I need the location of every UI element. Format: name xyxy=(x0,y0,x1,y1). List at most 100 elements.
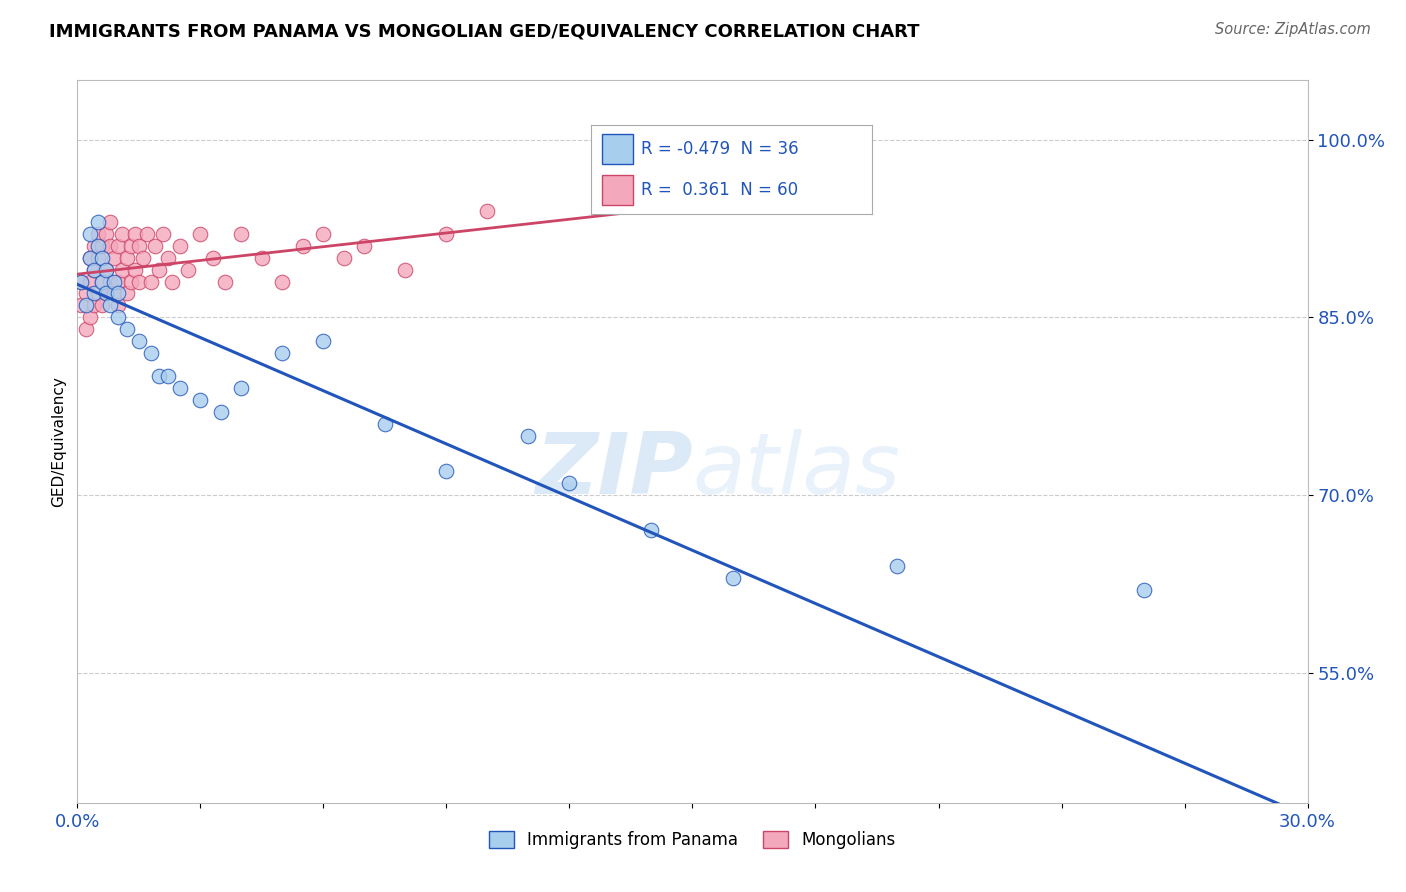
Point xyxy=(136,227,159,242)
Point xyxy=(79,251,101,265)
Point xyxy=(103,286,125,301)
Point xyxy=(120,275,142,289)
Point xyxy=(156,251,179,265)
Point xyxy=(188,227,212,242)
Point xyxy=(94,286,117,301)
Point xyxy=(83,286,105,301)
Point xyxy=(517,428,540,442)
Point xyxy=(160,275,183,289)
Point xyxy=(148,369,170,384)
Point xyxy=(353,239,375,253)
Point xyxy=(1132,582,1154,597)
Point xyxy=(75,286,97,301)
Point xyxy=(231,227,253,242)
Point xyxy=(177,262,200,277)
Point xyxy=(231,381,253,395)
Point xyxy=(94,262,117,277)
Point xyxy=(169,239,191,253)
Point xyxy=(120,239,142,253)
Point xyxy=(201,251,224,265)
Point xyxy=(98,215,121,229)
Point xyxy=(214,275,236,289)
Point xyxy=(333,251,356,265)
Point xyxy=(436,227,458,242)
Text: Source: ZipAtlas.com: Source: ZipAtlas.com xyxy=(1215,22,1371,37)
Point xyxy=(141,275,163,289)
Point xyxy=(83,239,105,253)
Point xyxy=(374,417,396,431)
Point xyxy=(94,262,117,277)
Point xyxy=(128,239,150,253)
Text: atlas: atlas xyxy=(693,429,900,512)
Y-axis label: GED/Equivalency: GED/Equivalency xyxy=(51,376,66,507)
Text: IMMIGRANTS FROM PANAMA VS MONGOLIAN GED/EQUIVALENCY CORRELATION CHART: IMMIGRANTS FROM PANAMA VS MONGOLIAN GED/… xyxy=(49,22,920,40)
Point xyxy=(107,310,129,325)
Point xyxy=(132,251,155,265)
Point xyxy=(115,322,138,336)
Point xyxy=(886,558,908,573)
Point xyxy=(148,262,170,277)
FancyBboxPatch shape xyxy=(602,175,633,205)
Point xyxy=(250,251,273,265)
Point xyxy=(558,475,581,490)
Point xyxy=(209,405,232,419)
Point xyxy=(271,345,294,359)
Point xyxy=(70,275,93,289)
Point xyxy=(70,298,93,312)
Point xyxy=(79,275,101,289)
Point xyxy=(87,251,110,265)
Point xyxy=(90,251,114,265)
Point xyxy=(107,298,129,312)
Point xyxy=(188,393,212,408)
Point xyxy=(90,298,114,312)
Point xyxy=(83,298,105,312)
Text: ZIP: ZIP xyxy=(534,429,693,512)
Point xyxy=(477,203,499,218)
Point xyxy=(103,275,125,289)
FancyBboxPatch shape xyxy=(602,134,633,164)
Text: R = -0.479  N = 36: R = -0.479 N = 36 xyxy=(641,140,799,158)
Point xyxy=(107,286,129,301)
Point xyxy=(87,239,110,253)
Point xyxy=(128,334,150,348)
Point xyxy=(436,464,458,478)
Point xyxy=(124,262,146,277)
Text: R =  0.361  N = 60: R = 0.361 N = 60 xyxy=(641,181,799,199)
Point xyxy=(90,275,114,289)
Point xyxy=(98,239,121,253)
Point xyxy=(90,275,114,289)
Point xyxy=(640,524,662,538)
Point xyxy=(87,227,110,242)
Legend: Immigrants from Panama, Mongolians: Immigrants from Panama, Mongolians xyxy=(482,824,903,856)
Point xyxy=(111,262,134,277)
Point xyxy=(87,286,110,301)
Point xyxy=(75,298,97,312)
Point xyxy=(141,345,163,359)
Point xyxy=(156,369,179,384)
Point xyxy=(312,227,335,242)
Point xyxy=(83,262,105,277)
Point xyxy=(107,239,129,253)
Point xyxy=(75,322,97,336)
Point xyxy=(152,227,174,242)
Point xyxy=(124,227,146,242)
Point xyxy=(70,275,93,289)
Point xyxy=(394,262,416,277)
Point xyxy=(98,275,121,289)
Point xyxy=(79,310,101,325)
Point xyxy=(79,227,101,242)
Point xyxy=(83,262,105,277)
Point xyxy=(723,571,745,585)
Point xyxy=(107,275,129,289)
Point xyxy=(111,227,134,242)
Point xyxy=(115,251,138,265)
Point xyxy=(79,251,101,265)
Point xyxy=(128,275,150,289)
Point xyxy=(271,275,294,289)
Point xyxy=(115,286,138,301)
Point xyxy=(143,239,166,253)
Point xyxy=(94,227,117,242)
Point xyxy=(87,215,110,229)
Point xyxy=(98,298,121,312)
Point xyxy=(169,381,191,395)
